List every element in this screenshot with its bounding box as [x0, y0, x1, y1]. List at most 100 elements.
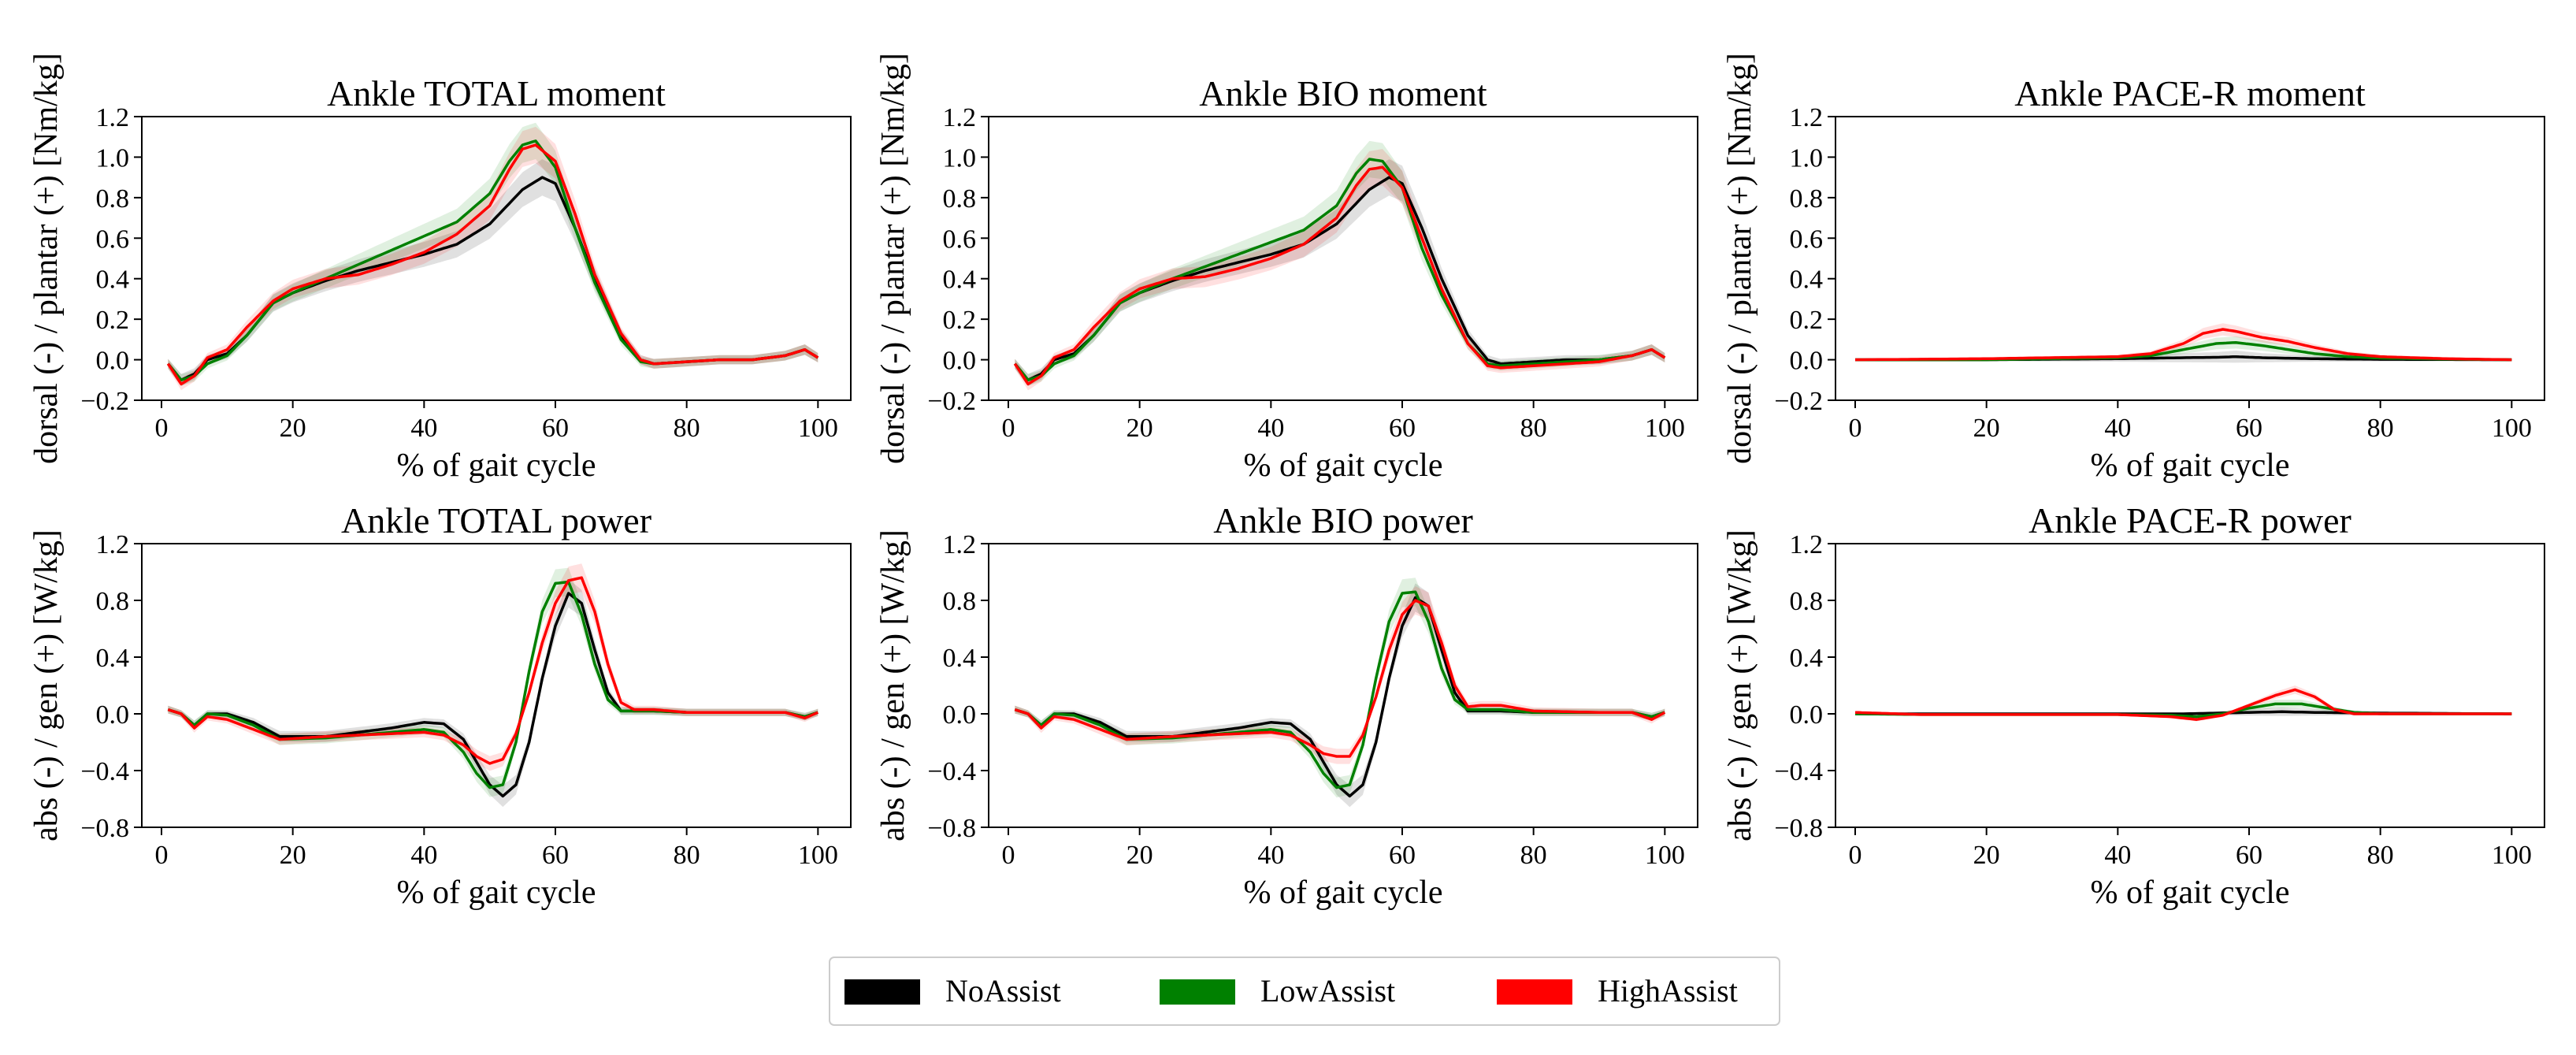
y-axis-label: abs (-) / gen (+) [W/kg]	[28, 529, 65, 841]
series-line-highassist	[166, 143, 819, 386]
y-tick-label: 0.8	[96, 184, 130, 214]
axes-frame	[1835, 543, 2545, 828]
y-tick-label: 1.2	[1790, 530, 1824, 559]
y-axis-label: dorsal (-) / plantar (+) [Nm/kg]	[1722, 53, 1758, 464]
y-tick-label: 0.2	[96, 306, 130, 335]
y-tick-label: −0.8	[927, 814, 976, 843]
y-tick-label: 0.2	[943, 306, 977, 335]
x-axis-label: % of gait cycle	[1243, 448, 1442, 484]
legend-swatch-highassist	[1497, 979, 1572, 1005]
x-tick-label: 20	[280, 414, 306, 443]
x-axis-label: % of gait cycle	[2090, 875, 2289, 911]
plot-area	[167, 563, 819, 808]
x-tick-label: 100	[1645, 841, 1685, 870]
x-tick-label: 40	[2104, 841, 2131, 870]
y-tick-label: 0.6	[943, 225, 977, 254]
x-tick-label: 0	[1002, 841, 1015, 870]
x-tick-label: 0	[155, 414, 169, 443]
band-highassist	[168, 126, 818, 391]
y-tick-label: 0.8	[1790, 184, 1824, 214]
y-tick-label: −0.4	[927, 757, 976, 786]
band-noassist	[168, 159, 818, 386]
x-tick-label: 60	[1389, 414, 1416, 443]
y-axis-label: dorsal (-) / plantar (+) [Nm/kg]	[875, 53, 911, 464]
x-tick-label: 0	[1849, 841, 1862, 870]
x-tick-label: 60	[542, 841, 569, 870]
y-tick-label: −0.2	[927, 387, 976, 416]
band-lowassist	[168, 122, 818, 386]
axes-frame	[141, 116, 852, 401]
plot-area	[166, 122, 819, 391]
x-axis-label: % of gait cycle	[396, 448, 596, 484]
x-tick-label: 20	[1127, 841, 1153, 870]
x-tick-label: 40	[2104, 414, 2131, 443]
y-tick-label: −0.8	[1774, 814, 1823, 843]
band-lowassist	[1015, 578, 1665, 798]
y-tick-label: 0.8	[96, 587, 130, 616]
y-tick-label: 1.0	[943, 143, 977, 173]
chart-title: Ankle BIO power	[1213, 500, 1473, 541]
chart-panels: 0 20 40 60 80 100 −0.2 0.0 0.2 0.4 0.6 0.8 1.0 1.2 Ank…	[28, 53, 2545, 911]
x-tick-label: 20	[1973, 414, 2000, 443]
y-tick-label: 0.0	[96, 347, 130, 376]
x-tick-label: 80	[1520, 414, 1547, 443]
plot-area	[1854, 323, 2512, 363]
band-noassist	[1015, 583, 1665, 808]
y-tick-label: 0.4	[96, 266, 130, 295]
x-tick-label: 80	[2367, 414, 2394, 443]
legend: NoAssist LowAssist HighAssist	[829, 957, 1780, 1026]
y-tick-label: 0.2	[1790, 306, 1824, 335]
x-axis-label: % of gait cycle	[2090, 448, 2289, 484]
y-tick-label: 0.8	[1790, 587, 1824, 616]
x-tick-label: 0	[155, 841, 169, 870]
y-tick-label: 0.6	[1790, 225, 1824, 254]
band-lowassist	[1015, 140, 1665, 386]
legend-swatch-lowassist	[1160, 979, 1235, 1005]
x-tick-label: 20	[280, 841, 306, 870]
y-tick-label: −0.2	[1774, 387, 1823, 416]
band-noassist	[1015, 159, 1665, 386]
y-tick-label: −0.2	[80, 387, 129, 416]
x-tick-label: 60	[2236, 841, 2262, 870]
x-tick-label: 80	[2367, 841, 2394, 870]
x-tick-label: 0	[1849, 414, 1862, 443]
plot-area	[1013, 140, 1666, 391]
chart-panel-2: 0 20 40 60 80 100 −0.2 0.0 0.2 0.4 0.6 0.8 1.0 1.2 Ank…	[875, 53, 1698, 484]
chart-title: Ankle TOTAL moment	[327, 73, 666, 113]
plot-area	[1854, 685, 2512, 722]
y-axis-label: abs (-) / gen (+) [W/kg]	[1722, 529, 1758, 841]
plot-area	[1014, 578, 1666, 808]
y-tick-label: 1.2	[943, 103, 977, 132]
y-tick-label: 1.0	[1790, 143, 1824, 173]
y-tick-label: 0.4	[1790, 266, 1824, 295]
x-tick-label: 40	[1257, 841, 1284, 870]
y-tick-label: 0.4	[943, 266, 977, 295]
x-tick-label: 80	[674, 414, 700, 443]
axes-frame	[988, 116, 1698, 401]
y-tick-label: 0.0	[943, 347, 977, 376]
axes-frame	[141, 543, 852, 828]
series-line-highassist	[1854, 688, 2512, 721]
x-tick-label: 60	[1389, 841, 1416, 870]
series-line-highassist	[1854, 328, 2512, 362]
chart-title: Ankle PACE-R power	[2029, 500, 2351, 541]
y-tick-label: 0.4	[943, 644, 977, 673]
x-tick-label: 100	[1645, 414, 1685, 443]
y-tick-label: 0.0	[96, 700, 130, 730]
y-tick-label: 0.0	[1790, 700, 1824, 730]
y-tick-label: 0.8	[943, 184, 977, 214]
y-tick-label: −0.8	[80, 814, 129, 843]
legend-swatch-noassist	[844, 979, 920, 1005]
y-tick-label: 1.2	[96, 530, 130, 559]
y-tick-label: 0.4	[1790, 644, 1824, 673]
y-tick-label: 1.2	[1790, 103, 1824, 132]
x-axis-label: % of gait cycle	[396, 875, 596, 911]
x-axis-label: % of gait cycle	[1243, 875, 1442, 911]
legend-label-noassist: NoAssist	[945, 973, 1061, 1009]
band-highassist	[168, 563, 818, 771]
x-tick-label: 100	[2492, 841, 2532, 870]
band-highassist	[1015, 149, 1665, 391]
axes-frame	[1835, 116, 2545, 401]
x-tick-label: 40	[1257, 414, 1284, 443]
